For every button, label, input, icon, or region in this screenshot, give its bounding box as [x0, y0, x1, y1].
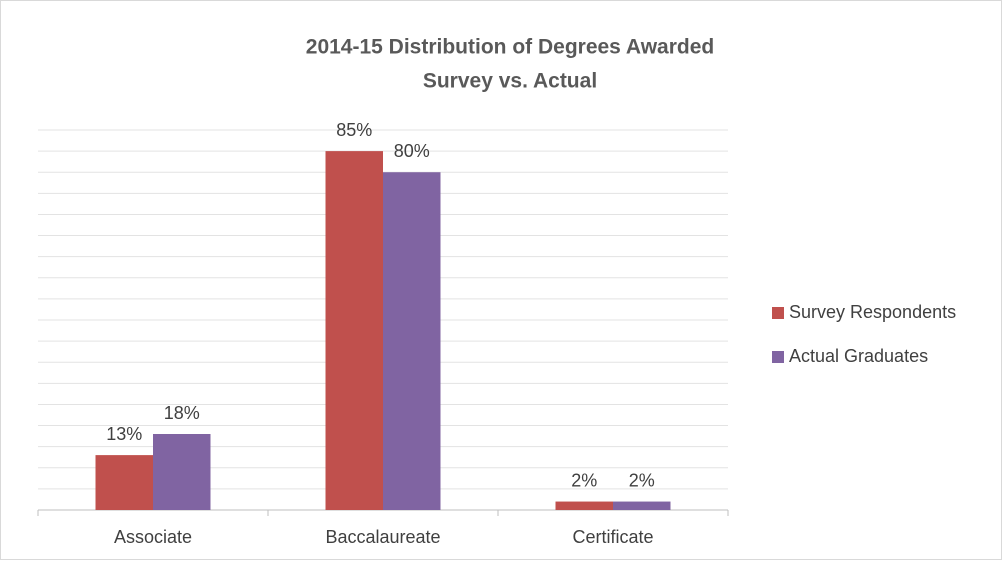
bar: [153, 434, 211, 510]
bar: [555, 501, 613, 510]
bar: [613, 501, 671, 510]
data-label: 2%: [629, 470, 655, 490]
legend-label: Actual Graduates: [789, 346, 928, 366]
data-label: 18%: [164, 403, 200, 423]
data-label: 85%: [336, 120, 372, 140]
bar: [95, 455, 153, 510]
x-tick-label: Certificate: [572, 527, 653, 547]
x-tick-label: Baccalaureate: [325, 527, 440, 547]
bar: [325, 151, 383, 510]
x-tick-label: Associate: [114, 527, 192, 547]
data-label: 13%: [106, 424, 142, 444]
legend-label: Survey Respondents: [789, 302, 956, 322]
data-label: 80%: [394, 141, 430, 161]
bar: [383, 172, 441, 510]
legend-swatch: [772, 351, 784, 363]
chart-title: 2014-15 Distribution of Degrees Awarded: [306, 36, 714, 59]
data-label: 2%: [571, 470, 597, 490]
legend-swatch: [772, 307, 784, 319]
chart-subtitle: Survey vs. Actual: [423, 70, 597, 93]
